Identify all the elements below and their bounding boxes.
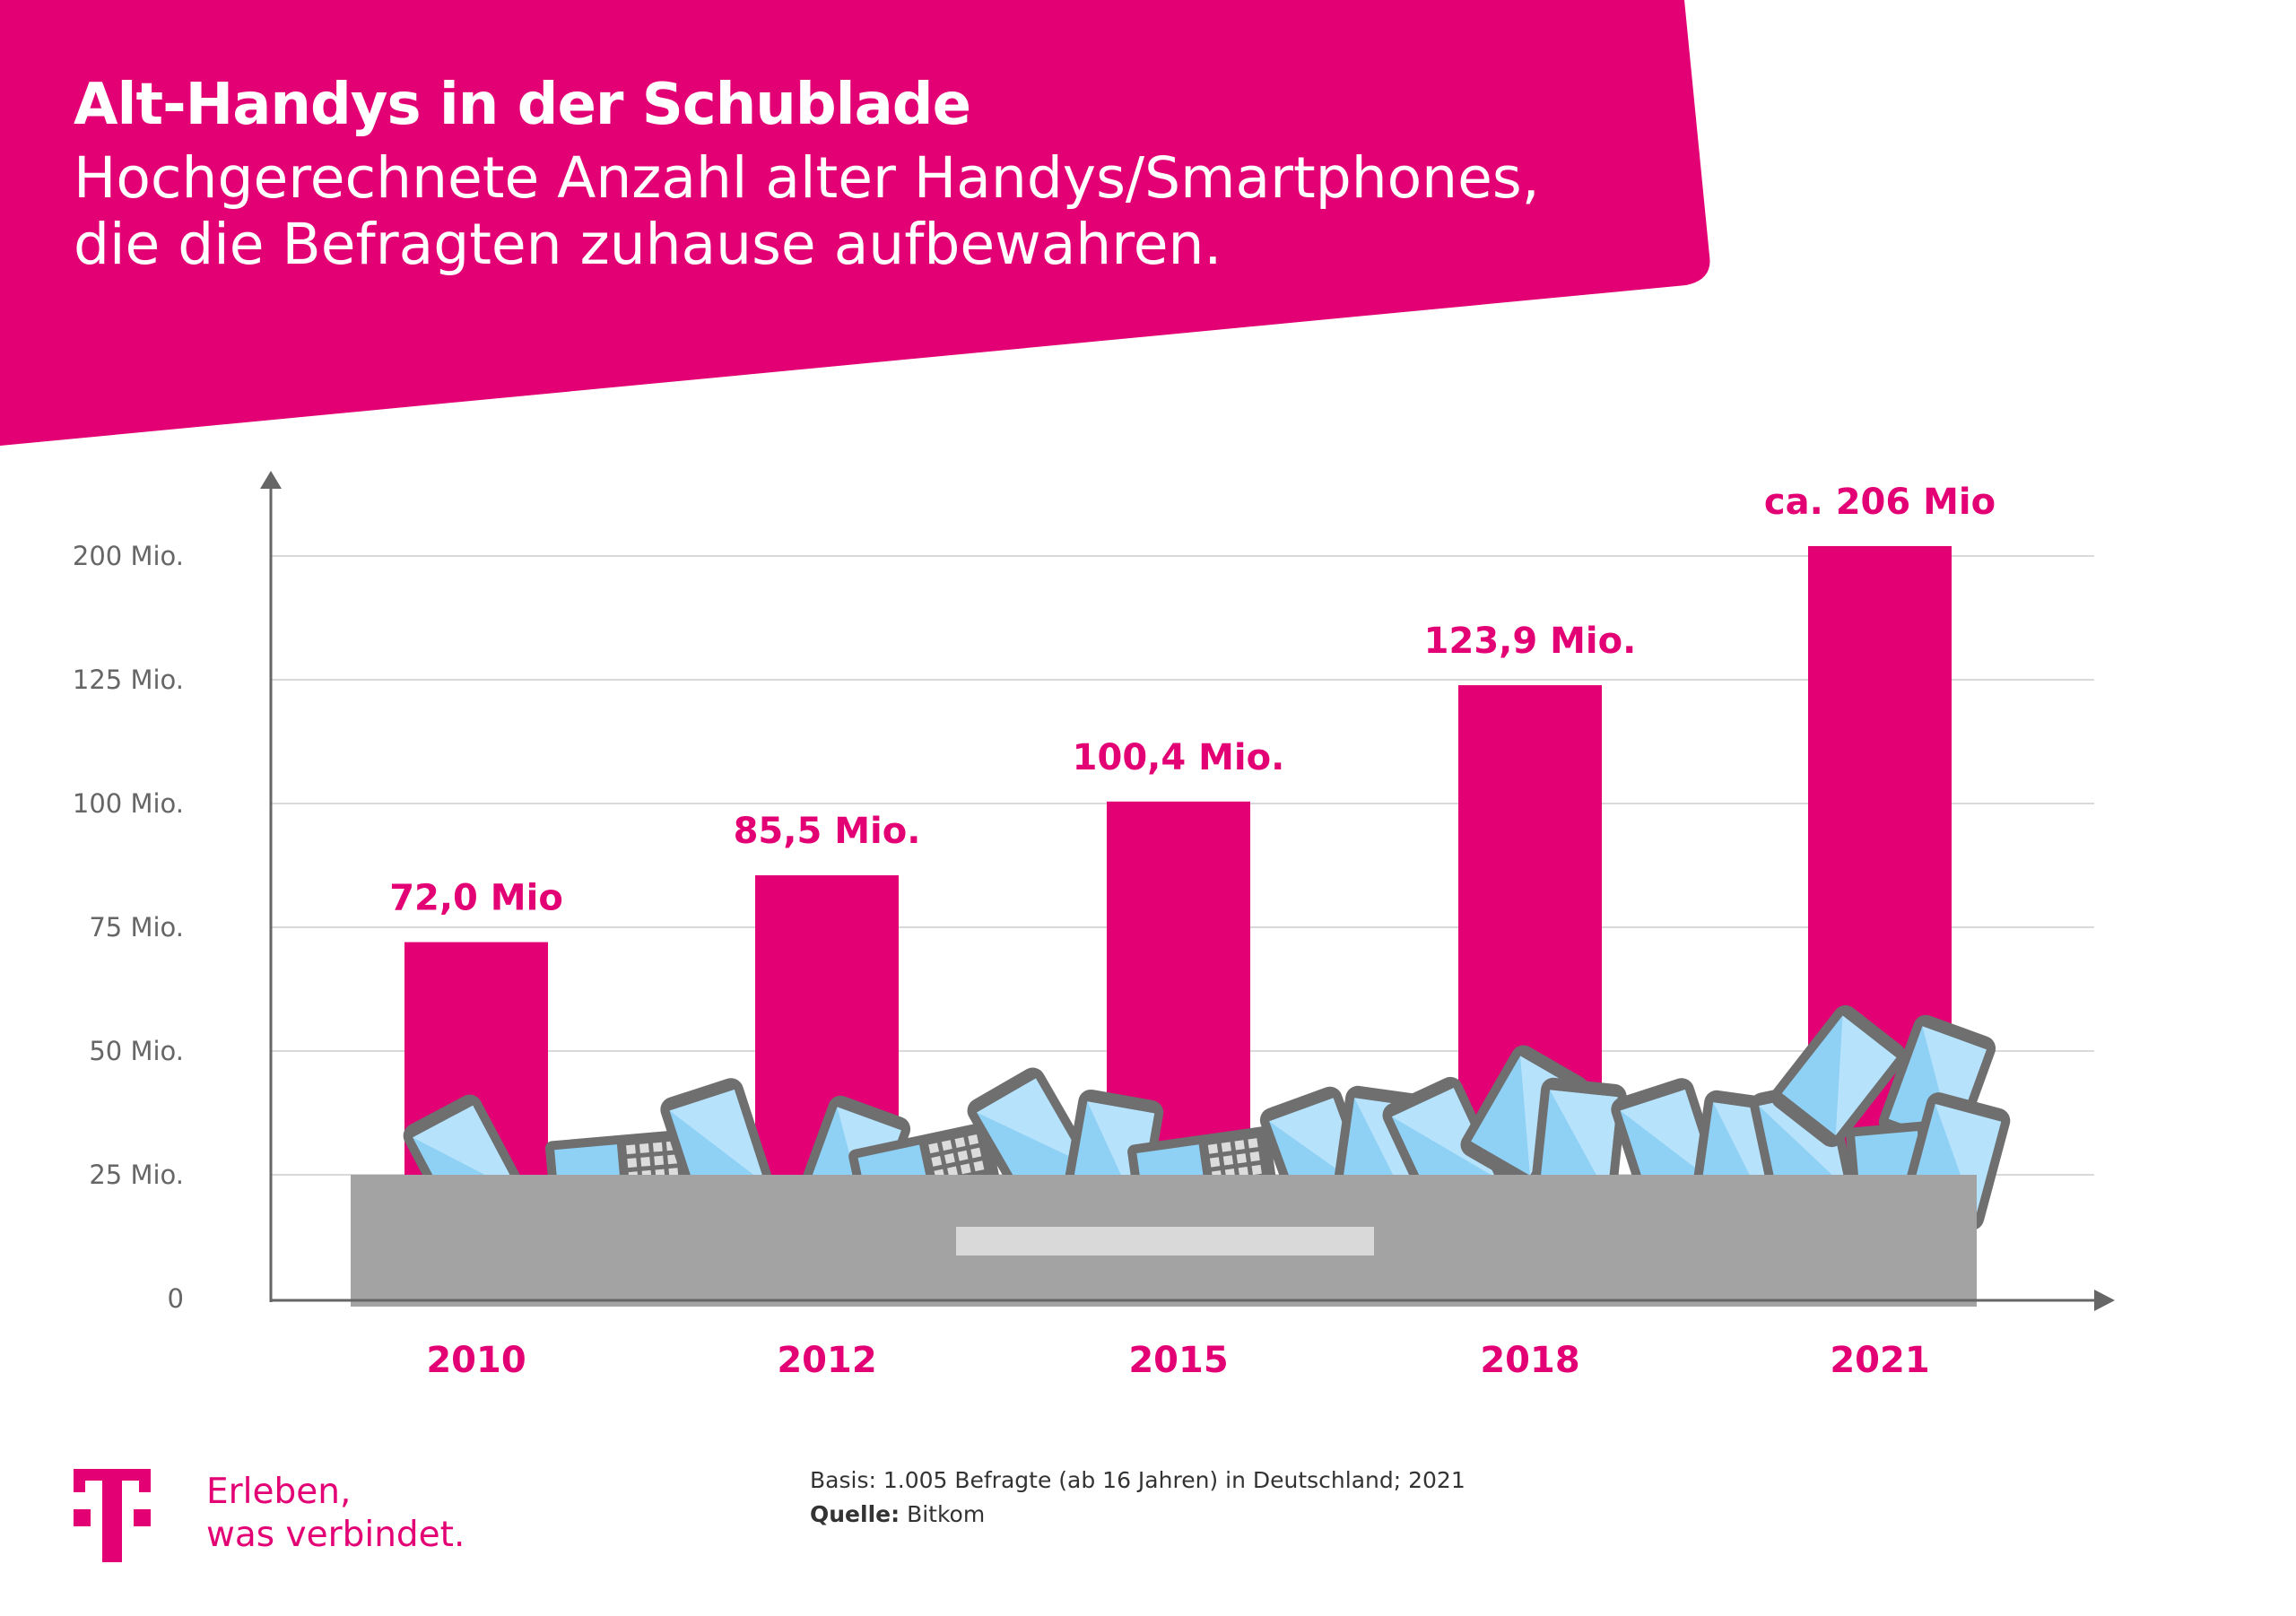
keypad-key (640, 1156, 651, 1167)
screen-glare (977, 1078, 1085, 1164)
drawer-handle (956, 1227, 1374, 1255)
data-label: 123,9 Mio. (1424, 621, 1637, 662)
source-value: Bitkom (907, 1501, 986, 1527)
smartphone-icon (967, 1067, 1096, 1211)
keypad-key (1236, 1153, 1247, 1164)
source-label: Quelle: (810, 1501, 900, 1527)
x-tick-label: 2012 (777, 1340, 876, 1381)
keypad-key (1234, 1140, 1245, 1151)
slogan-line-1: Erleben, (206, 1472, 352, 1512)
screen-glare (669, 1089, 765, 1184)
keypad-key (970, 1147, 982, 1159)
header-banner (0, 0, 1710, 446)
x-tick-label: 2021 (1830, 1340, 1929, 1381)
screen-glare (1550, 1090, 1618, 1195)
keypad-key (947, 1166, 958, 1177)
keypad-key (931, 1155, 943, 1167)
slogan: Erleben, was verbindet. (206, 1471, 465, 1557)
data-label: ca. 206 Mio (1764, 482, 1996, 523)
keypad-key (928, 1142, 940, 1154)
keypad-key (1207, 1143, 1219, 1154)
screen-glare (1835, 1015, 1897, 1135)
keypad-key (954, 1137, 966, 1148)
screen-glare (1935, 1104, 2002, 1217)
data-label: 85,5 Mio. (734, 811, 921, 852)
keypad-key (1222, 1155, 1234, 1166)
keypad-key (1248, 1138, 1258, 1149)
data-label: 100,4 Mio. (1073, 737, 1285, 778)
page-title: Alt-Handys in der Schublade (74, 72, 971, 138)
x-tick-label: 2018 (1480, 1340, 1579, 1381)
screen-glare (1620, 1089, 1716, 1184)
page-subtitle: Hochgerechnete Anzahl alter Handys/Smart… (74, 145, 1540, 277)
slogan-line-2: was verbindet. (206, 1515, 465, 1555)
footnote: Basis: 1.005 Befragte (ab 16 Jahren) in … (810, 1464, 1465, 1532)
x-tick-label: 2010 (426, 1340, 526, 1381)
keypad-key (944, 1152, 955, 1164)
keypad-key (1249, 1151, 1260, 1162)
smartphone-icon (1770, 1004, 1907, 1148)
x-axis-arrow-icon (2094, 1290, 2115, 1311)
y-tick-label: 50 Mio. (89, 1036, 184, 1066)
basis-note: Basis: 1.005 Befragte (ab 16 Jahren) in … (810, 1467, 1465, 1493)
keypad-key (960, 1163, 971, 1175)
keypad-key (626, 1144, 636, 1155)
keypad-key (627, 1158, 638, 1169)
x-tick-label: 2015 (1128, 1340, 1228, 1381)
y-tick-label: 200 Mio. (73, 541, 184, 571)
screen-glare (1922, 1026, 1987, 1142)
keypad-key (973, 1160, 985, 1172)
screen-glare (413, 1105, 519, 1193)
telekom-logo-icon (74, 1469, 151, 1562)
data-label: 72,0 Mio (389, 878, 563, 919)
keypad-key (1221, 1142, 1231, 1152)
keypad-key (1209, 1157, 1221, 1168)
y-tick-label: 25 Mio. (89, 1160, 184, 1190)
keypad-key (667, 1154, 678, 1165)
keypad-key (1251, 1164, 1262, 1176)
keypad-key (639, 1143, 649, 1153)
y-axis-arrow-icon (260, 471, 282, 489)
keypad-key (654, 1155, 665, 1166)
y-tick-label: 0 (168, 1283, 184, 1314)
y-tick-label: 125 Mio. (73, 665, 184, 695)
y-tick-label: 100 Mio. (73, 788, 184, 819)
phone-screen (1855, 1131, 1922, 1180)
keypad-key (941, 1140, 952, 1151)
keypad-key (652, 1142, 663, 1152)
keypad-key (1238, 1166, 1249, 1177)
y-tick-label: 75 Mio. (89, 912, 184, 943)
keypad-key (957, 1150, 969, 1161)
keypad-key (968, 1134, 979, 1145)
source-note: Quelle: Bitkom (810, 1498, 1465, 1532)
